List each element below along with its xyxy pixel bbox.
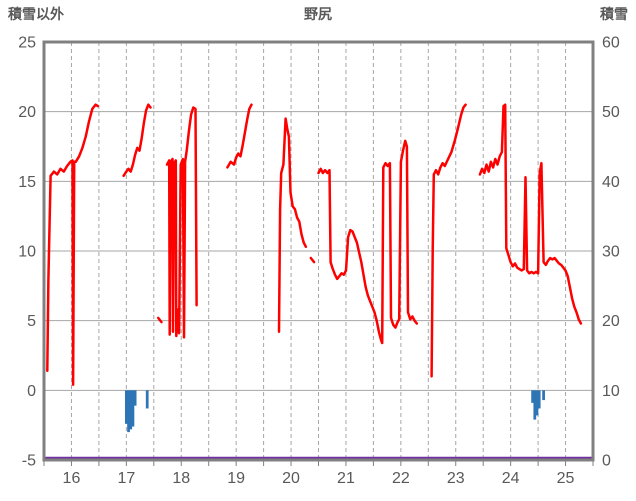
x-tick-label: 16 (63, 470, 81, 487)
left-axis-tick-labels: 25 20 15 10 5 0 -5 (18, 35, 36, 470)
y-left-tick-label: 5 (27, 313, 36, 330)
right-axis-title: 積雪 (600, 6, 628, 22)
series-blue-bars (124, 390, 545, 433)
y-right-tick-label: 20 (602, 313, 620, 330)
bar (133, 390, 137, 406)
y-right-tick-label: 40 (602, 174, 620, 191)
bar (127, 390, 130, 433)
line-segment (317, 139, 419, 345)
y-left-tick-label: 25 (18, 35, 36, 52)
x-axis-ticks (43, 461, 594, 466)
y-left-tick-label: 20 (18, 104, 36, 121)
line-segment (156, 316, 163, 324)
line-segment (309, 256, 316, 264)
x-tick-label: 24 (502, 470, 520, 487)
y-right-tick-label: 0 (602, 453, 611, 470)
y-right-tick-label: 10 (602, 383, 620, 400)
line-segment (478, 103, 583, 325)
x-tick-label: 19 (227, 470, 245, 487)
x-tick-label: 18 (172, 470, 190, 487)
bar (145, 390, 149, 409)
x-tick-label: 20 (282, 470, 300, 487)
bar (542, 390, 545, 401)
line-segment (277, 117, 308, 334)
y-left-tick-label: 10 (18, 244, 36, 261)
plot-border (42, 40, 595, 462)
line-segment (46, 103, 100, 387)
x-tick-label: 17 (117, 470, 135, 487)
x-tick-label: 25 (557, 470, 575, 487)
y-left-tick-label: -5 (22, 453, 36, 470)
bar (535, 390, 539, 416)
line-segment (122, 103, 152, 178)
y-right-tick-label: 60 (602, 35, 620, 52)
x-tick-label: 23 (447, 470, 465, 487)
y-right-tick-label: 30 (602, 244, 620, 261)
bar (124, 390, 128, 424)
bar (531, 390, 534, 403)
x-tick-label: 22 (392, 470, 410, 487)
left-axis-title: 積雪以外 (8, 6, 64, 22)
bar (537, 390, 541, 409)
y-right-tick-label: 50 (602, 104, 620, 121)
right-axis-tick-labels: 60 50 40 30 20 10 0 (602, 35, 620, 470)
y-left-tick-label: 15 (18, 174, 36, 191)
bar (533, 390, 537, 420)
bar (129, 390, 133, 430)
line-segment (226, 103, 253, 169)
series-red-line (46, 103, 583, 387)
x-tick-label: 21 (337, 470, 355, 487)
x-axis-tick-labels: 16 17 18 19 20 21 22 23 24 25 (63, 470, 575, 487)
line-segment (430, 103, 467, 378)
y-left-tick-label: 0 (27, 383, 36, 400)
chart-title: 野尻 (304, 6, 332, 22)
line-segment (165, 106, 198, 339)
bar (131, 390, 135, 427)
